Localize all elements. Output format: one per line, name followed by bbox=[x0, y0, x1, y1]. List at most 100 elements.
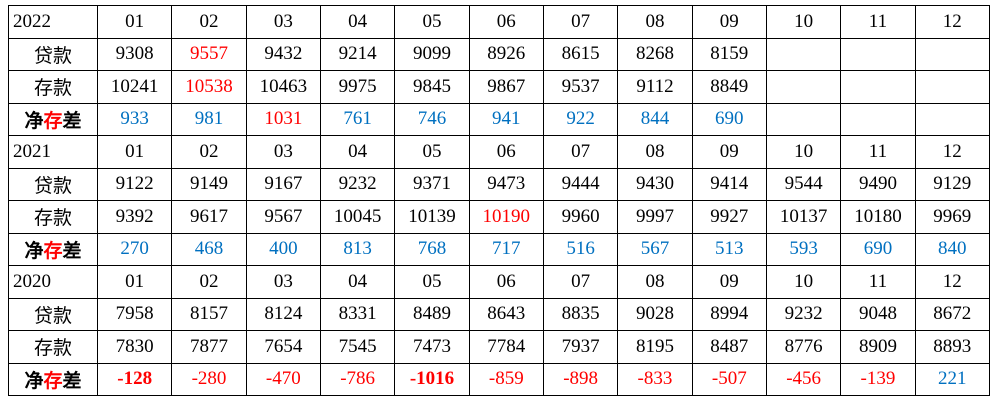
month-cell: 07 bbox=[542, 265, 619, 299]
deposit-loan-table: 2022 01 02 03 04 05 06 07 08 09 10 11 12 贷款 9308 9557 94… bbox=[8, 5, 991, 396]
month-cell: 07 bbox=[542, 135, 619, 169]
value-cell: 1031 bbox=[245, 102, 321, 136]
value-cell: 8994 bbox=[691, 297, 767, 331]
value-cell: 761 bbox=[319, 102, 396, 136]
value-cell: 813 bbox=[319, 232, 396, 266]
data-row: 存款 9392 9617 9567 10045 10139 10190 9960 9997 992… bbox=[8, 200, 991, 234]
value-cell: 9960 bbox=[542, 200, 619, 234]
month-cell: 12 bbox=[914, 135, 991, 169]
data-row: 存款 7830 7877 7654 7545 7473 7784 7937 8195 8487 87… bbox=[8, 330, 991, 364]
month-cell: 06 bbox=[468, 265, 544, 299]
value-cell: 717 bbox=[468, 232, 544, 266]
month-cell: 02 bbox=[171, 135, 247, 169]
data-row: 净存差 933 981 1031 761 746 941 922 844 690 bbox=[8, 102, 991, 136]
value-cell: 7654 bbox=[245, 330, 321, 364]
month-cell: 03 bbox=[245, 135, 321, 169]
value-cell: 8643 bbox=[468, 297, 544, 331]
value-cell: 9414 bbox=[691, 167, 767, 201]
value-cell: 10241 bbox=[96, 70, 173, 104]
month-cell: 01 bbox=[96, 5, 173, 39]
month-cell: 04 bbox=[319, 5, 396, 39]
month-cell: 03 bbox=[245, 265, 321, 299]
month-cell: 11 bbox=[840, 5, 916, 39]
month-cell: 06 bbox=[468, 5, 544, 39]
label-char: 净 bbox=[24, 240, 44, 262]
value-cell: 10538 bbox=[171, 70, 247, 104]
month-cell: 12 bbox=[914, 265, 991, 299]
value-cell: 567 bbox=[617, 232, 693, 266]
value-cell: 8159 bbox=[691, 37, 767, 71]
row-label: 贷款 bbox=[8, 297, 98, 331]
value-cell: 922 bbox=[542, 102, 619, 136]
value-cell: 9308 bbox=[96, 37, 173, 71]
value-cell: 9392 bbox=[96, 200, 173, 234]
data-row: 贷款 9122 9149 9167 9232 9371 9473 9444 9430 9414 95… bbox=[8, 167, 991, 201]
row-label: 净存差 bbox=[8, 102, 98, 136]
value-cell: 9129 bbox=[914, 167, 991, 201]
value-cell: 8157 bbox=[171, 297, 247, 331]
month-cell: 02 bbox=[171, 5, 247, 39]
month-cell: 05 bbox=[394, 5, 470, 39]
value-cell: 516 bbox=[542, 232, 619, 266]
value-cell: 8268 bbox=[617, 37, 693, 71]
value-cell: 9232 bbox=[319, 167, 396, 201]
month-cell: 01 bbox=[96, 265, 173, 299]
month-cell: 09 bbox=[691, 5, 767, 39]
data-row: 净存差 -128 -280 -470 -786 -1016 -859 -898 -833 -507… bbox=[8, 362, 991, 396]
month-cell: 08 bbox=[617, 5, 693, 39]
label-char: 差 bbox=[62, 370, 82, 392]
value-cell: 746 bbox=[394, 102, 470, 136]
value-cell: 7937 bbox=[542, 330, 619, 364]
empty-cell bbox=[765, 102, 842, 136]
value-cell: 400 bbox=[245, 232, 321, 266]
value-cell: 8489 bbox=[394, 297, 470, 331]
value-cell: 8615 bbox=[542, 37, 619, 71]
month-cell: 10 bbox=[765, 265, 842, 299]
value-cell: 7473 bbox=[394, 330, 470, 364]
value-cell: 690 bbox=[840, 232, 916, 266]
value-cell: 8195 bbox=[617, 330, 693, 364]
empty-cell bbox=[840, 70, 916, 104]
value-cell: 8487 bbox=[691, 330, 767, 364]
empty-cell bbox=[765, 37, 842, 71]
value-cell: 9122 bbox=[96, 167, 173, 201]
value-cell: 10463 bbox=[245, 70, 321, 104]
value-cell: 840 bbox=[914, 232, 991, 266]
value-cell: 7545 bbox=[319, 330, 396, 364]
value-cell: 7784 bbox=[468, 330, 544, 364]
value-cell: 9544 bbox=[765, 167, 842, 201]
value-cell: -128 bbox=[96, 362, 173, 396]
value-cell: 9969 bbox=[914, 200, 991, 234]
value-cell: 981 bbox=[171, 102, 247, 136]
value-cell: 10139 bbox=[394, 200, 470, 234]
month-cell: 05 bbox=[394, 265, 470, 299]
value-cell: 10190 bbox=[468, 200, 544, 234]
value-cell: 9430 bbox=[617, 167, 693, 201]
value-cell: 9490 bbox=[840, 167, 916, 201]
month-cell: 05 bbox=[394, 135, 470, 169]
value-cell: -470 bbox=[245, 362, 321, 396]
month-cell: 02 bbox=[171, 265, 247, 299]
value-cell: -833 bbox=[617, 362, 693, 396]
value-cell: 9975 bbox=[319, 70, 396, 104]
value-cell: 468 bbox=[171, 232, 247, 266]
month-cell: 09 bbox=[691, 135, 767, 169]
value-cell: 10045 bbox=[319, 200, 396, 234]
value-cell: 9232 bbox=[765, 297, 842, 331]
month-cell: 11 bbox=[840, 265, 916, 299]
value-cell: 513 bbox=[691, 232, 767, 266]
label-char: 差 bbox=[62, 110, 82, 132]
value-cell: 9149 bbox=[171, 167, 247, 201]
month-cell: 04 bbox=[319, 135, 396, 169]
row-label: 存款 bbox=[8, 330, 98, 364]
value-cell: 593 bbox=[765, 232, 842, 266]
value-cell: 933 bbox=[96, 102, 173, 136]
value-cell: 8909 bbox=[840, 330, 916, 364]
year-cell: 2021 bbox=[8, 135, 98, 169]
value-cell: -456 bbox=[765, 362, 842, 396]
value-cell: 690 bbox=[691, 102, 767, 136]
value-cell: 9567 bbox=[245, 200, 321, 234]
data-row: 存款 10241 10538 10463 9975 9845 9867 9537 9112 884… bbox=[8, 70, 991, 104]
empty-cell bbox=[914, 102, 991, 136]
